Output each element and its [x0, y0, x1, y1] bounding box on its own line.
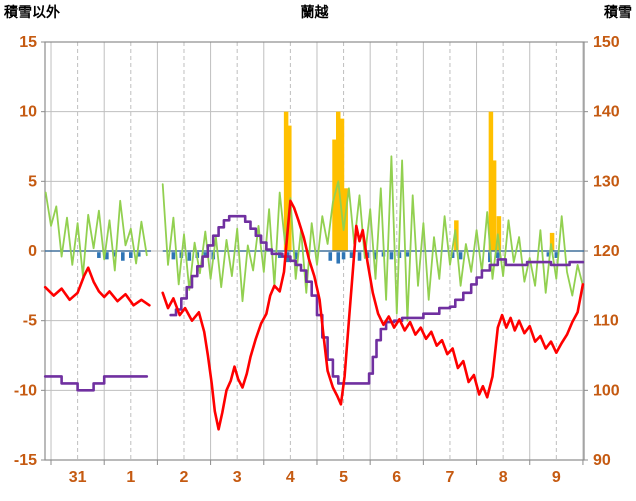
blue-mark [389, 252, 394, 260]
green-line [161, 155, 584, 322]
orange-bar [549, 232, 555, 251]
left-axis-title: 積雪以外 [4, 4, 60, 20]
x-axis-label: 6 [392, 469, 401, 486]
blue-mark [357, 252, 362, 261]
blue-mark [113, 252, 117, 257]
x-axis-label: 8 [499, 469, 508, 486]
blue-mark [373, 252, 378, 260]
x-axis-label: 5 [339, 469, 348, 486]
blue-mark [328, 252, 333, 261]
right-axis-label: 90 [593, 452, 611, 469]
chart-title: 蘭越 [300, 4, 329, 20]
left-axis-label: 15 [19, 34, 37, 51]
red-line [161, 199, 585, 431]
right-axis-label: 130 [593, 173, 620, 190]
right-axis-label: 100 [593, 382, 620, 399]
green-line [44, 191, 148, 277]
x-axis-label: 31 [69, 469, 87, 486]
orange-bar [488, 111, 494, 252]
right-axis-label: 110 [593, 313, 619, 330]
x-axis-label: 4 [286, 469, 295, 486]
left-axis-label: 5 [28, 173, 37, 190]
blue-mark [105, 252, 109, 260]
x-axis-label: 7 [446, 469, 455, 486]
purple-line [43, 375, 149, 392]
right-axis-label: 140 [593, 104, 620, 121]
blue-mark [128, 252, 133, 258]
blue-mark [121, 252, 125, 261]
blue-mark [293, 252, 298, 260]
red-line [43, 266, 151, 307]
blue-mark [405, 252, 410, 257]
blue-mark [336, 252, 341, 264]
orange-bar [283, 111, 289, 252]
orange-bar [339, 118, 345, 251]
blue-mark [546, 252, 551, 257]
right-axis-title: 積雪 [604, 4, 632, 20]
blue-mark [496, 252, 500, 258]
right-axis-label: 150 [593, 34, 620, 51]
orange-bar [496, 216, 502, 251]
blue-mark [349, 252, 354, 258]
blue-mark [450, 252, 455, 258]
x-axis-label: 9 [552, 469, 561, 486]
blue-mark [458, 252, 463, 260]
blue-mark [554, 252, 559, 258]
blue-mark [171, 252, 176, 260]
orange-bar [287, 125, 292, 251]
blue-mark [203, 252, 208, 257]
x-axis-label: 2 [180, 469, 189, 486]
blue-mark [97, 252, 101, 258]
x-axis-label: 3 [233, 469, 242, 486]
blue-mark [136, 252, 141, 257]
left-axis-label: 10 [19, 104, 37, 121]
blue-mark [341, 252, 346, 260]
right-axis-label: 120 [593, 243, 620, 260]
left-axis-label: -10 [14, 382, 37, 399]
x-axis-label: 1 [126, 469, 135, 486]
left-axis-label: -5 [23, 313, 37, 330]
blue-mark [488, 252, 492, 263]
orange-bar [491, 160, 497, 251]
blue-mark [187, 252, 192, 261]
left-axis-label: 0 [28, 243, 37, 260]
left-axis-label: -15 [14, 452, 37, 469]
